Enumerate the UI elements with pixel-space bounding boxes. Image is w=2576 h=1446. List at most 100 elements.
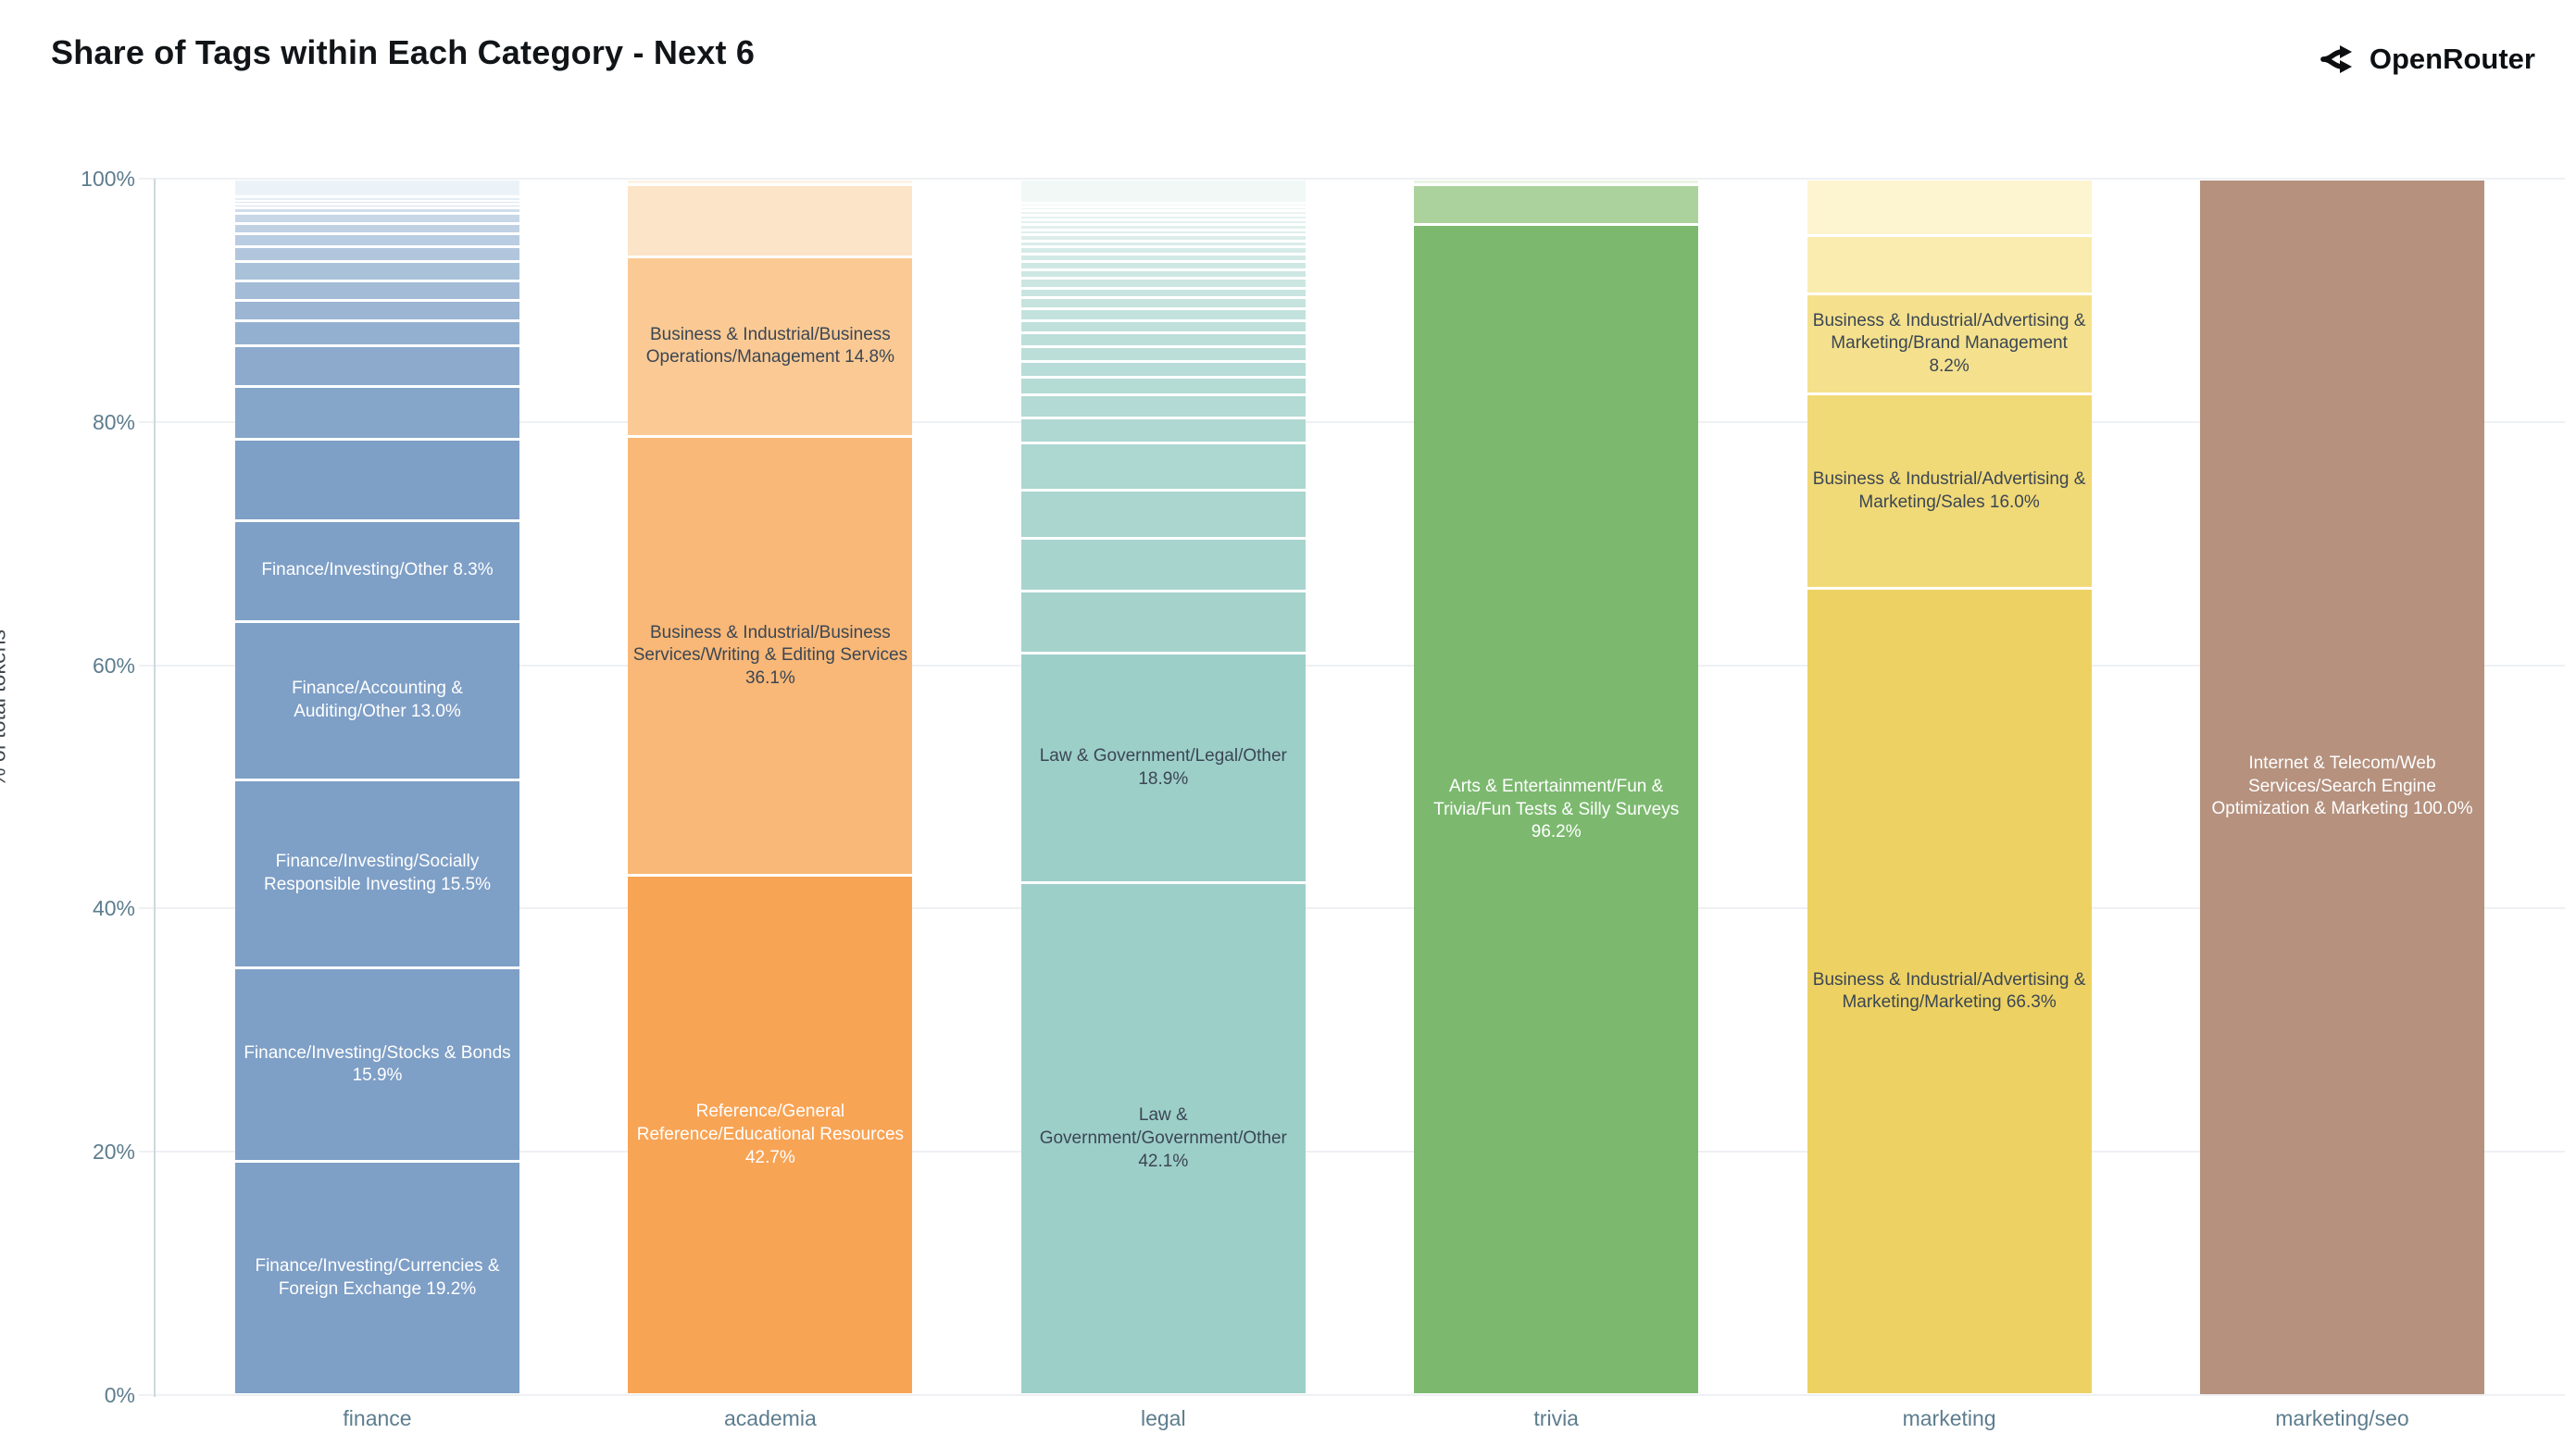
segment-label: Arts & Entertainment/Fun & Trivia/Fun Te… — [1433, 776, 1680, 842]
bar-segment-small[interactable] — [235, 214, 519, 223]
bar-segment[interactable]: Finance/Investing/Socially Responsible I… — [235, 780, 519, 967]
bar-segment[interactable]: Finance/Investing/Other 8.3% — [235, 521, 519, 620]
bar-segment-small[interactable] — [1020, 226, 1306, 229]
bar-segment-small[interactable] — [1020, 310, 1306, 320]
bar-segment-small[interactable] — [1414, 180, 1699, 184]
bar-segment-small[interactable] — [1020, 347, 1306, 360]
segment-label: Business & Industrial/Advertising & Mark… — [1812, 969, 2086, 1013]
bar-segment[interactable]: Arts & Entertainment/Fun & Trivia/Fun Te… — [1414, 226, 1699, 1394]
gridline-60 — [139, 664, 2565, 667]
bar-segment-small[interactable] — [1020, 419, 1306, 442]
segment-label: Finance/Investing/Stocks & Bonds 15.9% — [244, 1042, 511, 1086]
bar-segment[interactable]: Finance/Accounting & Auditing/Other 13.0… — [235, 622, 519, 779]
bar-segment[interactable]: Internet & Telecom/Web Services/Search E… — [2200, 180, 2484, 1394]
bar-segment-small[interactable] — [1020, 592, 1306, 652]
segment-label: Finance/Accounting & Auditing/Other 13.0… — [292, 679, 463, 721]
bar-segment-small[interactable] — [235, 346, 519, 385]
y-tick-label-40: 40% — [92, 896, 135, 921]
brand-name: OpenRouter — [2369, 43, 2535, 75]
segment-label: Finance/Investing/Socially Responsible I… — [263, 852, 492, 894]
bar-segment-small[interactable] — [235, 202, 519, 204]
bar-segment[interactable]: Business & Industrial/Business Services/… — [628, 438, 913, 875]
bar-segment-small[interactable] — [235, 440, 519, 519]
bar-segment-small[interactable] — [1020, 443, 1306, 489]
y-tick-label-60: 60% — [92, 653, 135, 678]
bar-segment-small[interactable] — [1020, 396, 1306, 418]
segment-label: Reference/General Reference/Educational … — [636, 1102, 905, 1167]
bar-segment-small[interactable] — [235, 281, 519, 299]
bar-segment-small[interactable] — [235, 262, 519, 280]
x-axis-label-finance: finance — [343, 1406, 412, 1430]
bar-segment-small[interactable] — [235, 322, 519, 344]
bar-segment-small[interactable] — [1807, 180, 2092, 235]
bar-segment-small[interactable] — [1020, 289, 1306, 297]
bar-segment-small[interactable] — [1020, 255, 1306, 260]
gridline-80 — [139, 420, 2565, 423]
bar-segment-small[interactable] — [1020, 322, 1306, 332]
bar-segment[interactable]: Business & Industrial/Advertising & Mark… — [1807, 590, 2092, 1394]
openrouter-logo: OpenRouter — [2320, 41, 2535, 78]
bar-segment-small[interactable] — [1020, 491, 1306, 538]
x-axis-label-academia: academia — [724, 1406, 817, 1430]
bar-segment[interactable]: Reference/General Reference/Educational … — [628, 877, 913, 1394]
bar-segment-small[interactable] — [1020, 299, 1306, 308]
bar-segment-small[interactable] — [1807, 237, 2092, 293]
bar-segment-small[interactable] — [1020, 221, 1306, 224]
bar-segment-small[interactable] — [1020, 280, 1306, 287]
gridline-0 — [139, 1394, 2565, 1396]
bar-segment-small[interactable] — [235, 387, 519, 438]
segment-label: Business & Industrial/Business Operation… — [645, 324, 895, 368]
bar-segment-small[interactable] — [1020, 204, 1306, 206]
x-axis-label-marketing: marketing — [1902, 1406, 1996, 1430]
bar-segment-small[interactable] — [235, 225, 519, 233]
bar-segment[interactable]: Law & Government/Legal/Other 18.9% — [1020, 654, 1306, 882]
bar-segment-small[interactable] — [1020, 378, 1306, 394]
bar-segment-small[interactable] — [235, 235, 519, 246]
segment-label: Law & Government/Government/Other 42.1% — [1039, 1105, 1287, 1171]
segment-label: Finance/Investing/Other 8.3% — [261, 560, 494, 580]
page-title: Share of Tags within Each Category - Nex… — [51, 33, 756, 71]
segment-label: Law & Government/Legal/Other 18.9% — [1039, 745, 1287, 789]
bar-segment-small[interactable] — [628, 180, 913, 184]
bar-segment-small[interactable] — [1020, 180, 1306, 202]
bar-segment-small[interactable] — [1020, 362, 1306, 376]
bar-segment-small[interactable] — [1020, 334, 1306, 345]
bar-segment-small[interactable] — [1020, 207, 1306, 210]
segment-label: Business & Industrial/Advertising & Mark… — [1812, 310, 2086, 377]
bar-segment-small[interactable] — [1020, 262, 1306, 269]
bar-segment-small[interactable] — [628, 186, 913, 256]
bar-segment-small[interactable] — [1020, 216, 1306, 219]
bar-segment[interactable]: Business & Industrial/Business Operation… — [628, 257, 913, 436]
bar-segment-small[interactable] — [235, 209, 519, 212]
bar-segment-small[interactable] — [235, 248, 519, 260]
bar-segment-small[interactable] — [1020, 231, 1306, 233]
bar-segment-small[interactable] — [235, 180, 519, 196]
segment-label: Business & Industrial/Business Services/… — [632, 622, 908, 689]
x-axis-label-marketing-seo: marketing/seo — [2275, 1406, 2409, 1430]
bar-segment-small[interactable] — [1414, 186, 1699, 224]
y-axis-line — [154, 179, 156, 1397]
y-tick-label-80: 80% — [92, 409, 135, 434]
bar-segment-small[interactable] — [1020, 248, 1306, 253]
segment-label: Finance/Investing/Currencies & Foreign E… — [255, 1256, 500, 1299]
bar-segment[interactable]: Business & Industrial/Advertising & Mark… — [1807, 395, 2092, 588]
bar-segment-small[interactable] — [1020, 242, 1306, 246]
bar-segment-small[interactable] — [235, 198, 519, 200]
bar-segment-small[interactable] — [235, 301, 519, 320]
bar-segment[interactable]: Business & Industrial/Advertising & Mark… — [1807, 295, 2092, 393]
segment-label: Business & Industrial/Advertising & Mark… — [1812, 468, 2086, 512]
bar-segment-small[interactable] — [1020, 212, 1306, 214]
bar-segment-small[interactable] — [1020, 235, 1306, 240]
gridline-40 — [139, 907, 2565, 910]
bar-segment[interactable]: Finance/Investing/Stocks & Bonds 15.9% — [235, 969, 519, 1161]
gridline-100 — [139, 178, 2565, 180]
y-tick-label-100: 100% — [81, 167, 135, 191]
openrouter-icon — [2320, 45, 2352, 73]
bar-segment[interactable]: Law & Government/Government/Other 42.1% — [1020, 884, 1306, 1394]
y-tick-label-0: 0% — [104, 1383, 135, 1407]
bar-segment-small[interactable] — [1020, 540, 1306, 590]
bar-segment-small[interactable] — [1020, 271, 1306, 278]
bar-segment[interactable]: Finance/Investing/Currencies & Foreign E… — [235, 1163, 519, 1394]
x-axis-label-trivia: trivia — [1533, 1406, 1579, 1430]
